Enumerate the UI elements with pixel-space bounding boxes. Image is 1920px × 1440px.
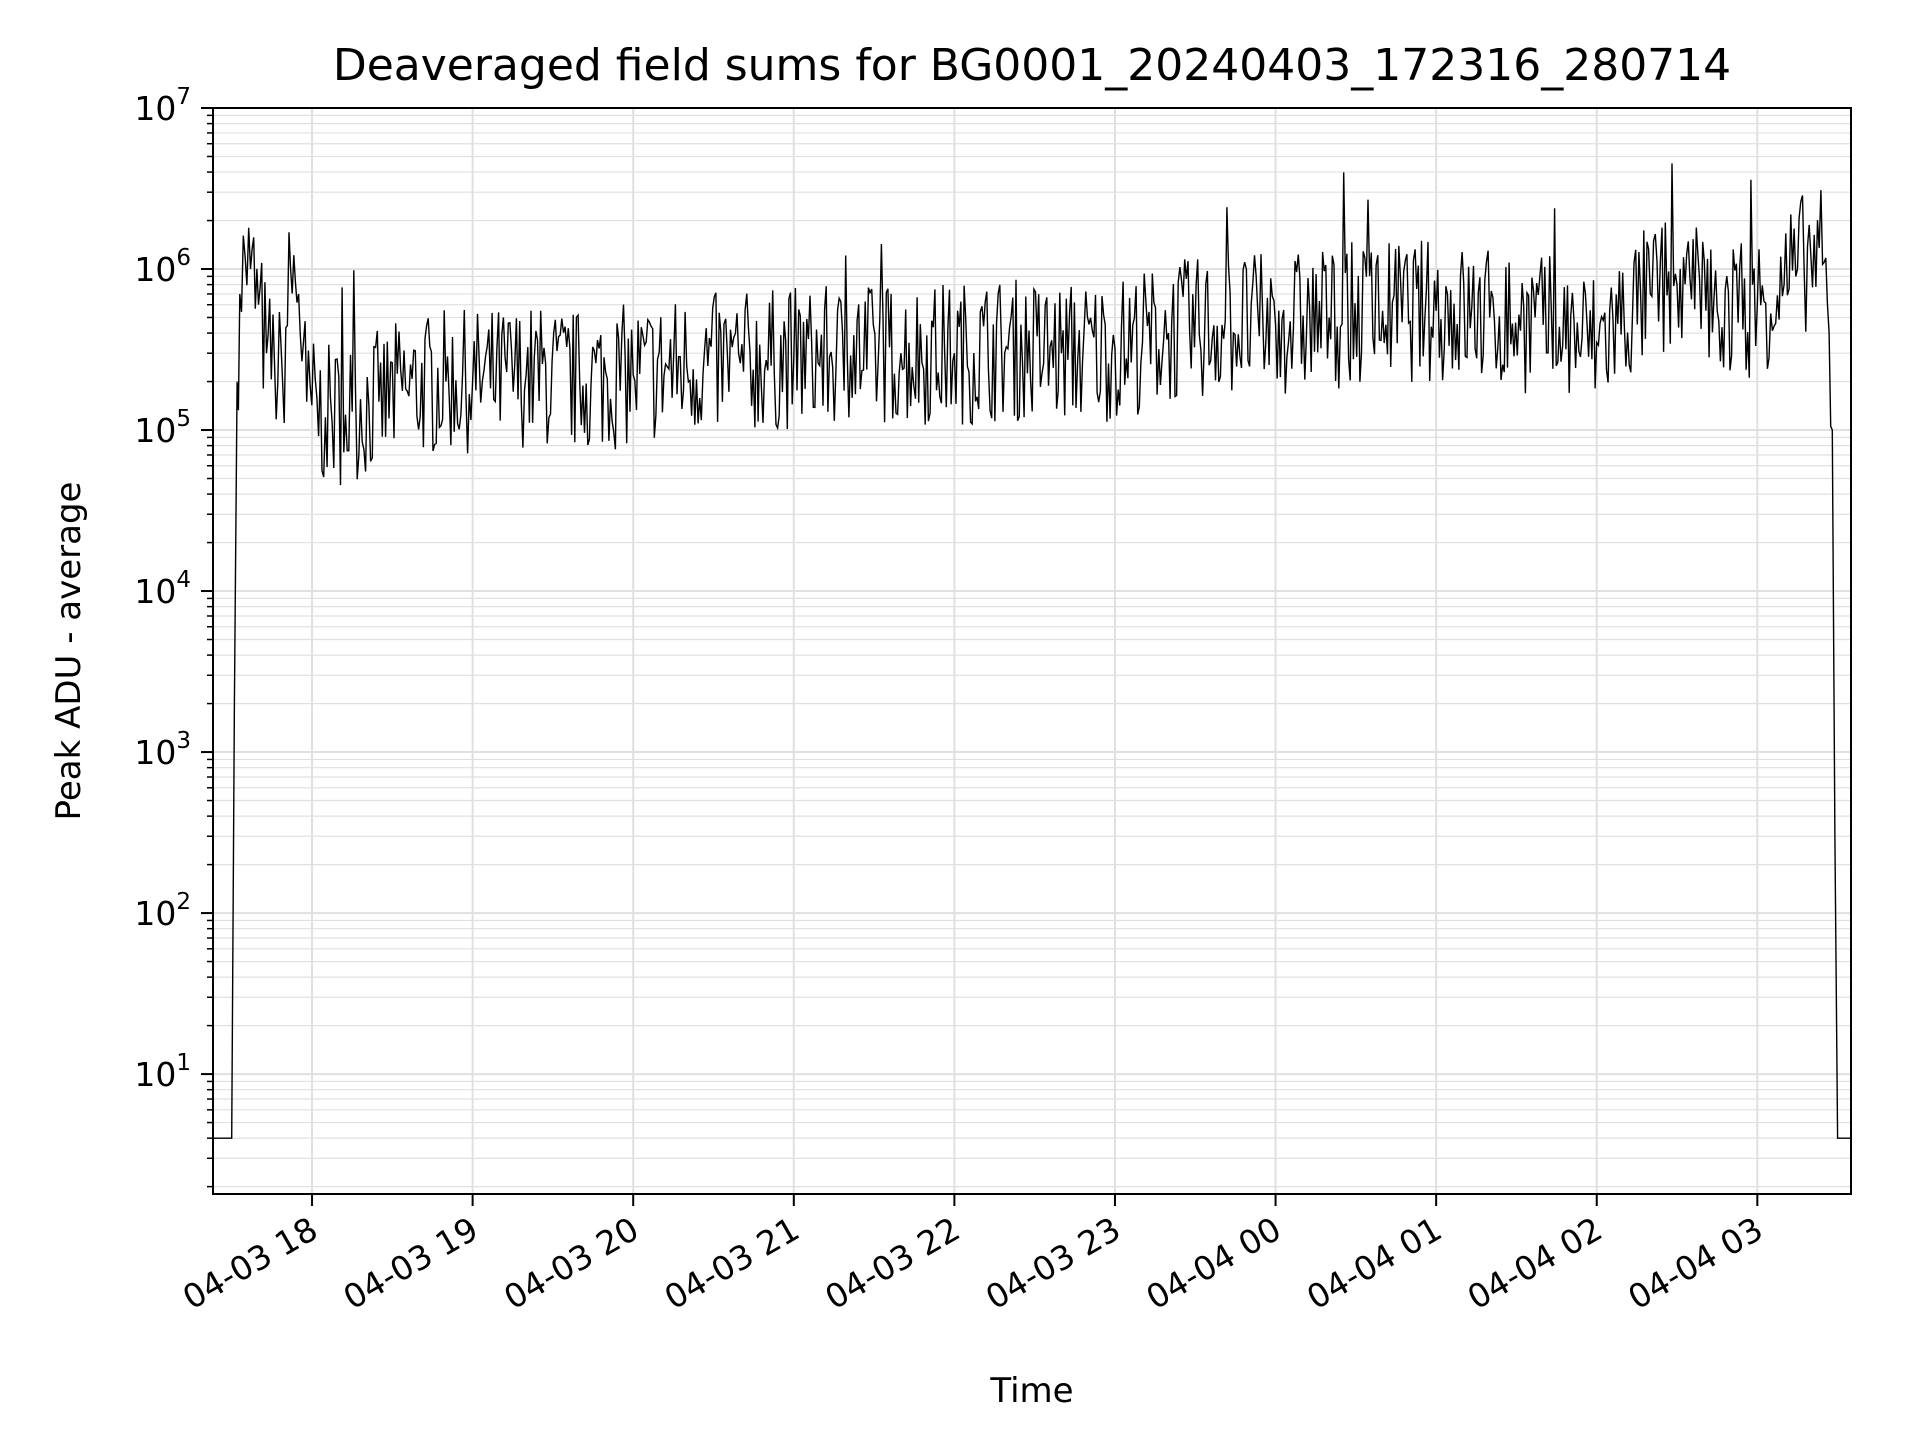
x-tick-label: 04-03 21: [658, 1209, 806, 1317]
x-axis: 04-03 18 04-03 19 04-03 20 04-03 21 04-03 22…: [176, 1194, 1769, 1317]
x-tick-label: 04-03 20: [497, 1209, 645, 1317]
series-line: [213, 163, 1851, 1139]
y-tick-exponent: 4: [176, 567, 191, 593]
x-axis-label: Time: [989, 1371, 1073, 1411]
y-tick-label: 106: [134, 245, 191, 289]
y-tick-label: 103: [134, 728, 191, 772]
y-tick-label: 101: [134, 1050, 191, 1094]
x-tick-label: 04-04 00: [1140, 1209, 1288, 1317]
y-tick-label: 107: [134, 84, 191, 128]
y-tick-base: 10: [134, 250, 176, 289]
x-tick-label: 04-04 01: [1300, 1209, 1448, 1317]
y-tick-label: 104: [134, 567, 191, 611]
y-tick-label: 105: [134, 406, 191, 450]
y-tick-base: 10: [134, 89, 176, 128]
y-tick-base: 10: [134, 733, 176, 772]
y-tick-base: 10: [134, 572, 176, 611]
y-tick-exponent: 5: [176, 406, 191, 432]
y-tick-exponent: 1: [176, 1050, 191, 1076]
plot-frame: [212, 107, 1852, 1195]
y-tick-label: 102: [134, 889, 191, 933]
y-tick-exponent: 3: [176, 728, 191, 754]
x-tick-label: 04-04 02: [1461, 1209, 1609, 1317]
y-tick-base: 10: [134, 1055, 176, 1094]
chart-title: Deaveraged field sums for BG0001_2024040…: [333, 40, 1731, 91]
x-tick-label: 04-03 19: [337, 1209, 485, 1317]
x-tick-label: 04-04 03: [1621, 1209, 1769, 1317]
y-tick-exponent: 6: [176, 245, 191, 271]
y-axis-label: Peak ADU - average: [49, 482, 89, 821]
x-tick-label: 04-03 22: [818, 1209, 966, 1317]
grid: [213, 107, 1851, 1194]
y-tick-base: 10: [134, 894, 176, 933]
y-tick-exponent: 2: [176, 889, 191, 915]
y-tick-exponent: 7: [176, 84, 191, 110]
x-tick-label: 04-03 23: [979, 1209, 1127, 1317]
y-tick-base: 10: [134, 411, 176, 450]
x-tick-label: 04-03 18: [176, 1209, 324, 1317]
